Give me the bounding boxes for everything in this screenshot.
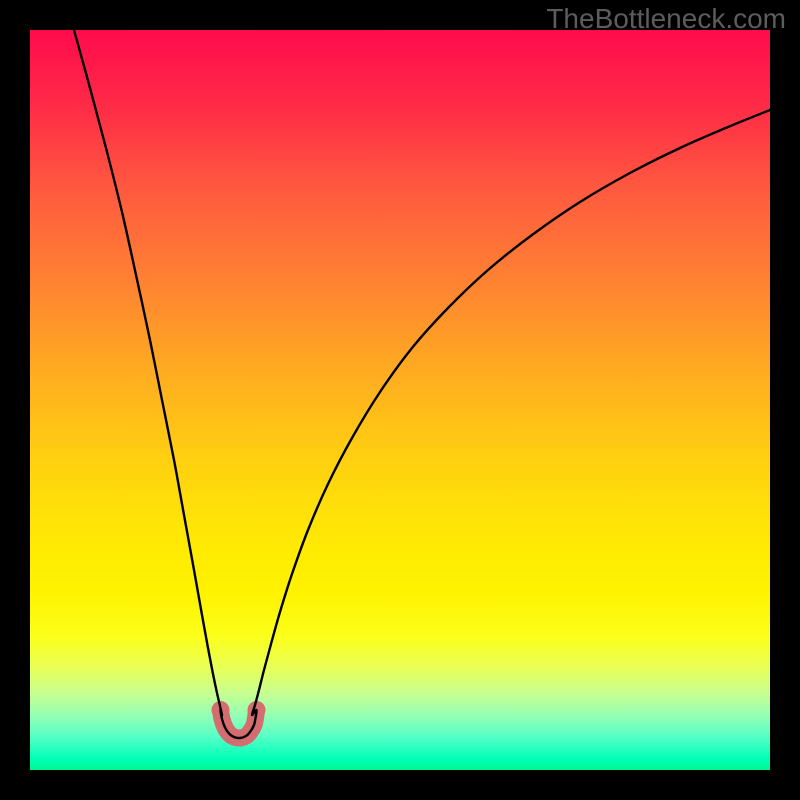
bottleneck-curve [74, 30, 770, 738]
watermark-text: TheBottleneck.com [546, 3, 786, 35]
curve-layer [30, 30, 770, 770]
chart-root: TheBottleneck.com [0, 0, 800, 800]
plot-area [30, 30, 770, 770]
